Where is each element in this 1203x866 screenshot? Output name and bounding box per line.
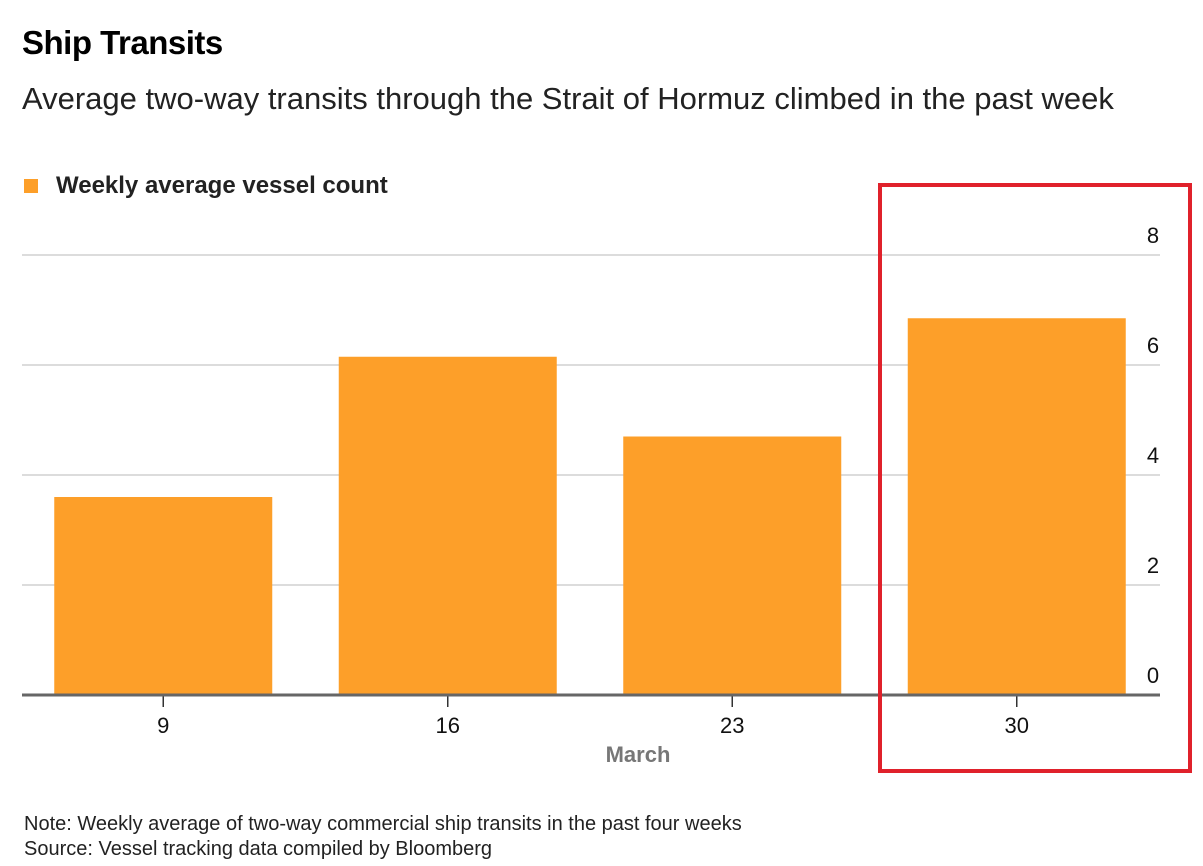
chart-title: Ship Transits (22, 24, 223, 61)
legend: Weekly average vessel count (24, 172, 388, 200)
bar-16 (338, 356, 557, 695)
bar-9 (54, 497, 273, 695)
y-tick-label: 6 (1147, 333, 1159, 358)
highlight-box (878, 183, 1192, 773)
source-text: Source: Vessel tracking data compiled by… (24, 838, 493, 860)
x-tick-label: 9 (157, 713, 169, 738)
bar-30 (907, 318, 1126, 695)
y-tick-label: 0 (1147, 663, 1159, 688)
x-tick-label: 16 (436, 713, 460, 738)
note-text: Note: Weekly average of two-way commerci… (24, 813, 742, 835)
y-tick-label: 2 (1147, 553, 1159, 578)
x-tick-label: 30 (1005, 713, 1029, 738)
footnote: Note: Weekly average of two-way commerci… (24, 812, 742, 862)
x-tick-label: 23 (720, 713, 744, 738)
chart-subtitle: Average two-way transits through the Str… (22, 81, 1114, 116)
legend-swatch (24, 179, 38, 193)
y-tick-label: 8 (1147, 223, 1159, 248)
y-tick-label: 4 (1147, 443, 1159, 468)
legend-label: Weekly average vessel count (56, 172, 388, 199)
bar-23 (623, 436, 842, 695)
x-axis-label: March (606, 742, 671, 767)
